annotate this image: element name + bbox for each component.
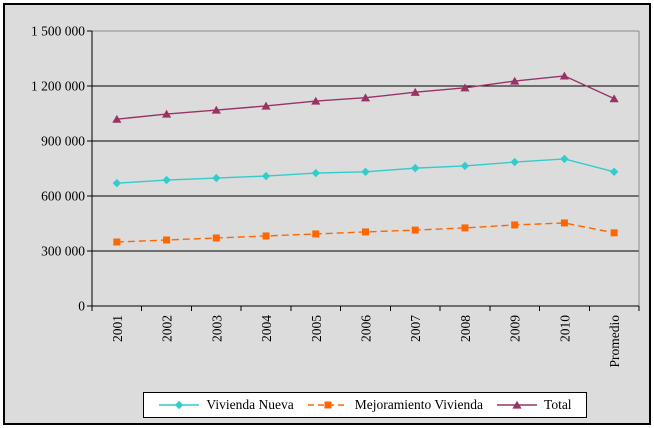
- triangle-marker-icon: [261, 101, 271, 110]
- diamond-marker-icon: [261, 171, 271, 181]
- square-marker-icon: [362, 228, 369, 236]
- square-marker-icon: [324, 401, 332, 409]
- diamond-marker-icon: [112, 178, 122, 188]
- square-marker-icon: [560, 219, 568, 227]
- diamond-marker-icon: [311, 168, 320, 178]
- legend-item-total: Total: [496, 398, 572, 412]
- y-axis-tick-label: 1 500 000: [31, 24, 85, 39]
- x-axis-tick-label: 2007: [408, 315, 423, 342]
- legend-label-mejoramiento-vivienda: Mejoramiento Vivienda: [354, 397, 484, 413]
- triangle-marker-icon: [609, 94, 619, 103]
- y-axis-tick-label: 300 000: [41, 244, 85, 259]
- legend-item-vivienda-nueva: Vivienda Nueva: [158, 397, 294, 413]
- triangle-marker-icon: [410, 87, 420, 96]
- x-axis-tick-label: 2009: [508, 315, 523, 342]
- square-marker-icon: [163, 236, 171, 244]
- square-marker-icon: [262, 232, 270, 240]
- y-axis-tick-label: 0: [78, 299, 85, 314]
- diamond-marker-icon: [361, 167, 370, 176]
- triangle-marker-icon: [112, 114, 122, 123]
- vivienda-nueva-line-sample-icon: [159, 400, 200, 410]
- x-axis-tick-label: 2002: [160, 315, 175, 342]
- diamond-marker-icon: [162, 175, 171, 185]
- diamond-marker-icon: [560, 154, 569, 164]
- x-axis-tick-label: 2005: [309, 315, 324, 342]
- square-marker-icon: [511, 221, 519, 229]
- y-axis-tick-label: 900 000: [41, 134, 85, 149]
- x-axis-tick-label: Promedio: [607, 315, 622, 368]
- x-axis-tick-label: 2006: [359, 315, 374, 342]
- triangle-marker-icon: [512, 400, 522, 409]
- diamond-marker-icon: [510, 157, 519, 167]
- diamond-marker-icon: [411, 163, 420, 173]
- x-axis-tick-label: 2008: [458, 315, 473, 342]
- x-axis-tick-label: 2010: [557, 315, 572, 342]
- triangle-marker-icon: [460, 83, 470, 92]
- y-axis-tick-label: 1 200 000: [31, 79, 85, 94]
- legend-label-total: Total: [544, 397, 572, 413]
- triangle-marker-icon: [559, 71, 570, 80]
- square-marker-icon: [312, 230, 320, 238]
- y-axis-tick-label: 600 000: [41, 189, 85, 204]
- square-marker-icon: [610, 229, 618, 237]
- triangle-marker-icon: [161, 109, 172, 118]
- x-axis-tick-label: 2004: [259, 315, 274, 342]
- total-line-sample-icon: [497, 400, 538, 409]
- x-axis-tick-label: 2003: [209, 315, 224, 342]
- chart-background: [3, 3, 651, 425]
- legend-label-vivienda-nueva: Vivienda Nueva: [206, 397, 294, 413]
- triangle-marker-icon: [311, 96, 321, 105]
- diamond-marker-icon: [212, 173, 221, 183]
- triangle-marker-icon: [360, 93, 371, 102]
- chart-legend: Vivienda Nueva Mejoramiento Vivienda Tot…: [143, 392, 587, 418]
- mejoramiento-vivienda-line-sample-icon: [307, 401, 348, 409]
- diamond-marker-icon: [609, 167, 619, 176]
- triangle-marker-icon: [211, 105, 221, 114]
- square-marker-icon: [212, 234, 220, 242]
- diamond-marker-icon: [460, 161, 470, 171]
- square-marker-icon: [113, 238, 121, 246]
- triangle-marker-icon: [510, 76, 520, 85]
- diamond-marker-icon: [175, 400, 184, 410]
- x-axis-tick-label: 2001: [110, 315, 125, 342]
- square-marker-icon: [461, 224, 469, 232]
- square-marker-icon: [411, 226, 419, 234]
- legend-item-mejoramiento-vivienda: Mejoramiento Vivienda: [307, 398, 483, 412]
